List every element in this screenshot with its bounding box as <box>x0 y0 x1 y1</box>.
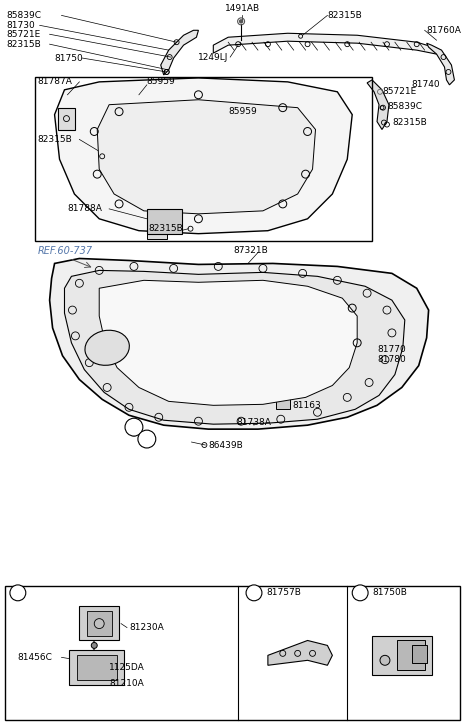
Bar <box>35 77 372 241</box>
Text: 81730: 81730 <box>6 21 35 30</box>
Text: 81750B: 81750B <box>372 588 407 598</box>
Text: 82315B: 82315B <box>6 40 41 49</box>
Text: 82315B: 82315B <box>327 11 362 20</box>
Bar <box>69 651 124 685</box>
Bar <box>77 655 117 680</box>
Text: 81738A: 81738A <box>236 418 271 427</box>
Text: 82315B: 82315B <box>392 118 427 127</box>
Text: b: b <box>144 434 150 444</box>
Text: 86439B: 86439B <box>208 441 243 449</box>
Text: 85839C: 85839C <box>387 103 422 111</box>
Text: 1125DA: 1125DA <box>109 663 145 672</box>
Text: 81456C: 81456C <box>18 653 53 662</box>
Text: 81780: 81780 <box>377 356 406 364</box>
Circle shape <box>380 655 390 665</box>
Circle shape <box>246 585 262 601</box>
Polygon shape <box>54 78 352 233</box>
Text: 87321B: 87321B <box>233 246 268 255</box>
Text: 81760A: 81760A <box>427 25 461 35</box>
Text: 81740: 81740 <box>412 81 440 89</box>
Circle shape <box>94 619 104 629</box>
Text: 82315B: 82315B <box>38 135 72 144</box>
Bar <box>147 209 182 233</box>
Text: c: c <box>357 588 363 598</box>
Text: 81210A: 81210A <box>109 678 144 688</box>
Text: 85959: 85959 <box>228 107 257 116</box>
Polygon shape <box>427 43 454 85</box>
Text: a: a <box>131 422 137 432</box>
Text: 81788A: 81788A <box>68 204 102 214</box>
Text: c: c <box>226 334 235 352</box>
Text: 81163: 81163 <box>293 401 321 410</box>
Text: 81757B: 81757B <box>266 588 301 598</box>
Circle shape <box>352 585 368 601</box>
Text: a: a <box>15 588 21 598</box>
Text: 81787A: 81787A <box>38 77 73 87</box>
Bar <box>412 646 427 663</box>
Ellipse shape <box>85 330 129 365</box>
Polygon shape <box>367 80 389 129</box>
Text: 85721E: 85721E <box>382 87 416 96</box>
Text: 81770: 81770 <box>377 345 406 354</box>
Text: 82315B: 82315B <box>149 224 183 233</box>
Bar <box>276 399 290 409</box>
Bar <box>5 586 461 720</box>
Bar <box>397 640 424 670</box>
Polygon shape <box>50 259 429 429</box>
Text: 81230A: 81230A <box>129 623 164 632</box>
Bar <box>147 224 166 238</box>
Bar <box>58 108 76 129</box>
Polygon shape <box>97 100 316 214</box>
Text: REF.60-737: REF.60-737 <box>38 246 93 256</box>
Bar <box>372 635 431 675</box>
Bar <box>79 606 119 640</box>
Circle shape <box>91 643 97 648</box>
Circle shape <box>10 585 26 601</box>
Polygon shape <box>99 281 357 406</box>
Text: 85839C: 85839C <box>6 11 41 20</box>
Polygon shape <box>65 270 405 424</box>
Text: b: b <box>251 588 257 598</box>
Polygon shape <box>268 640 333 665</box>
Circle shape <box>125 418 143 436</box>
Text: 81750: 81750 <box>54 54 83 63</box>
Bar <box>87 611 112 635</box>
Text: 1249LJ: 1249LJ <box>198 52 229 62</box>
Text: 85959: 85959 <box>147 77 175 87</box>
Circle shape <box>138 430 156 448</box>
Text: 1491AB: 1491AB <box>225 4 260 13</box>
Polygon shape <box>213 33 437 54</box>
Circle shape <box>240 20 242 23</box>
Polygon shape <box>161 31 198 75</box>
Text: 85721E: 85721E <box>6 30 40 39</box>
